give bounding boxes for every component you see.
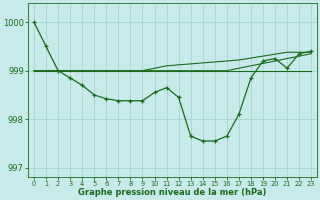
X-axis label: Graphe pression niveau de la mer (hPa): Graphe pression niveau de la mer (hPa) bbox=[78, 188, 267, 197]
